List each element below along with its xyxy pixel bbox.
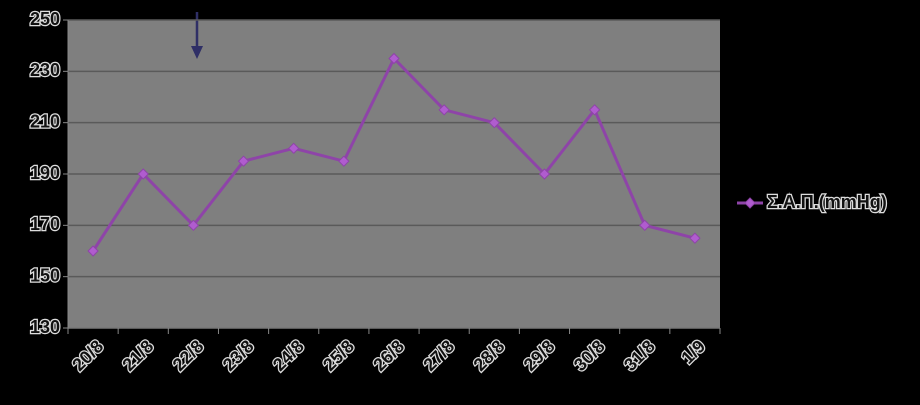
x-tick-label: 23/8 [219,336,258,375]
y-tick-label: 250 [30,9,60,29]
x-tick-label: 20/8 [68,336,107,375]
data-point [438,104,450,116]
x-tick-label: 21/8 [118,336,157,375]
x-tick-label: 22/8 [169,336,208,375]
data-point [488,116,501,129]
x-tick-label: 31/8 [620,336,659,375]
data-point [388,52,400,65]
data-point [237,155,250,167]
y-tick-label: 170 [30,214,60,234]
y-tick-label: 130 [30,317,60,337]
arrow [191,12,203,59]
y-tick-label: 190 [30,163,60,183]
x-tick-label: 1/9 [677,336,709,368]
data-point [87,245,99,257]
y-tick-label: 150 [30,265,60,285]
y-tick-label: 210 [30,111,60,131]
x-tick-label: 24/8 [269,336,308,375]
x-tick-label: 27/8 [419,336,458,375]
data-point [287,142,300,155]
data-point [137,168,149,180]
data-point [689,232,701,244]
x-tick-label: 26/8 [369,336,408,375]
data-point [187,219,200,232]
data-point [338,155,350,167]
legend-label: Σ.Α.Π.(mmHg) [767,192,887,212]
data-point [538,168,551,180]
y-tick-label: 230 [30,60,60,80]
data-point [639,219,651,232]
x-tick-label: 28/8 [470,336,509,375]
x-tick-label: 25/8 [319,336,358,375]
x-tick-label: 30/8 [570,336,609,375]
x-tick-label: 29/8 [520,336,559,375]
data-point [588,104,601,116]
legend-marker [744,197,756,209]
